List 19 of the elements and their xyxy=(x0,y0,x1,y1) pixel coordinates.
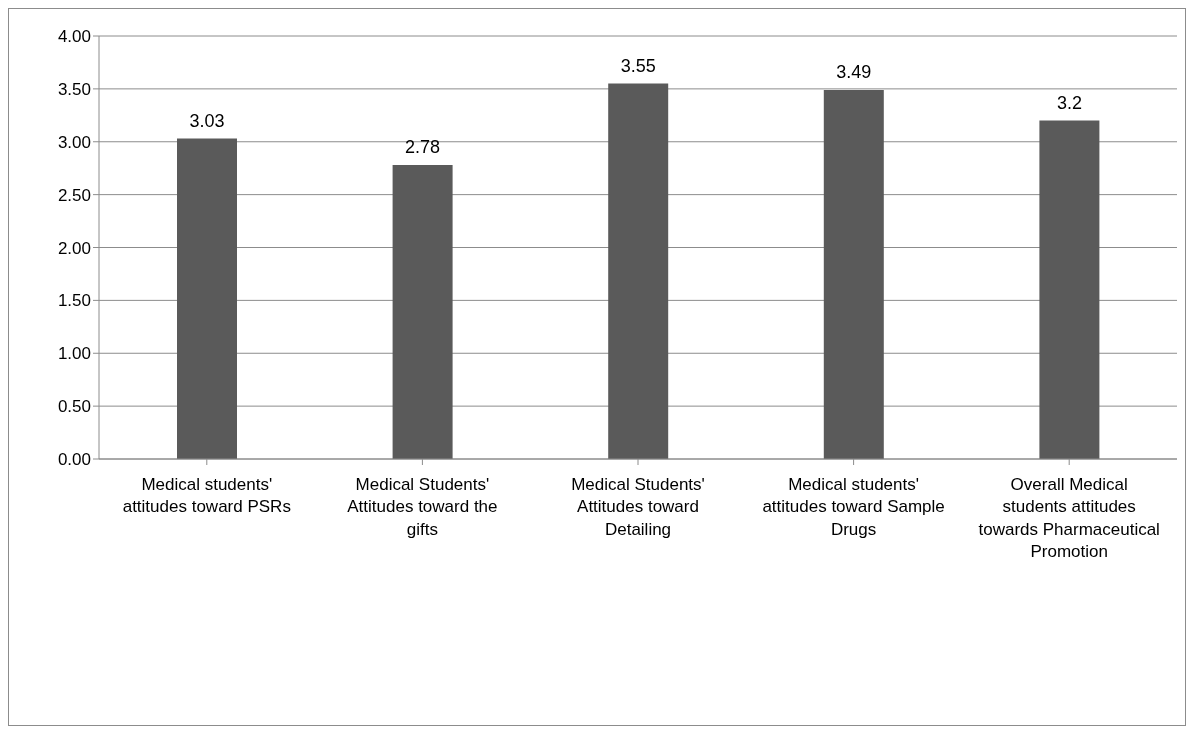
x-tick-label: Medical students' attitudes toward PSRs xyxy=(122,475,291,517)
y-tick-label: 2.00 xyxy=(57,238,91,258)
y-tick-label: 3.50 xyxy=(57,79,91,99)
y-tick-label: 1.50 xyxy=(57,291,91,311)
data-label: 3.03 xyxy=(189,110,225,131)
y-tick-label: 3.00 xyxy=(57,132,91,152)
y-tick-label: 2.50 xyxy=(57,185,91,205)
data-label: 3.49 xyxy=(836,61,872,82)
y-tick-label: 0.00 xyxy=(57,450,91,470)
y-tick-label: 0.50 xyxy=(57,397,91,417)
data-label: 3.55 xyxy=(620,55,656,76)
x-tick-label: Medical Students' Attitudes toward the gifts xyxy=(347,475,498,539)
data-label: 2.78 xyxy=(405,137,441,158)
data-label: 3.2 xyxy=(1056,92,1082,113)
x-tick-label: Medical students' attitudes toward Sample Drugs xyxy=(762,475,945,539)
y-tick-label: 4.00 xyxy=(57,27,91,47)
y-tick-label: 1.00 xyxy=(57,344,91,364)
x-tick-label: Medical Students' Attitudes toward Detailing xyxy=(571,475,705,539)
x-tick-label: Overall Medical students attitudes towards Pharmaceutical Promotion xyxy=(978,475,1160,561)
